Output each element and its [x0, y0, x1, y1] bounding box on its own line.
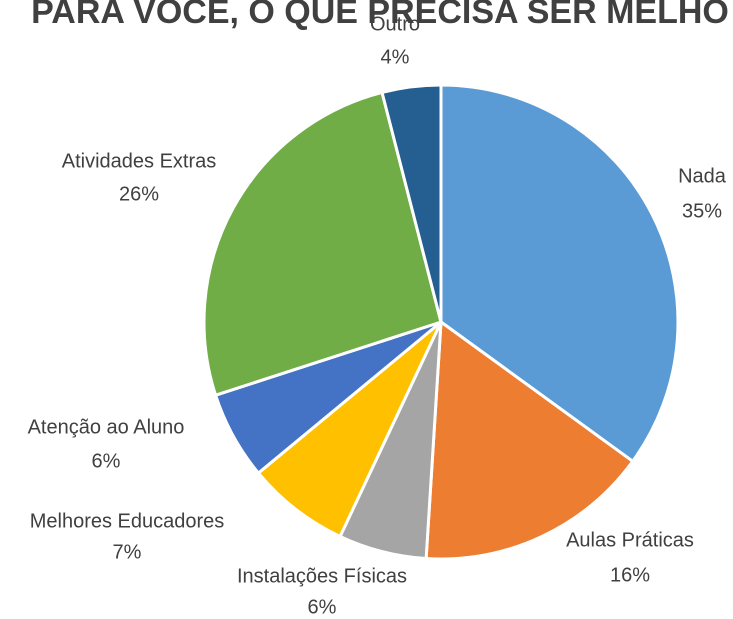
slice-label: Atenção ao Aluno	[28, 416, 185, 438]
slice-value-label: 4%	[381, 46, 410, 68]
slice-label: Instalações Físicas	[237, 565, 407, 587]
slice-value-label: 6%	[308, 596, 337, 618]
slice-label: Aulas Práticas	[566, 529, 694, 551]
slice-label: Atividades Extras	[62, 150, 217, 172]
slice-label: Nada	[678, 165, 727, 187]
chart-title: PARA VOCÊ, O QUE PRECISA SER MELHO	[31, 0, 729, 31]
pie-slice	[380, 83, 443, 323]
pie-slice	[256, 320, 443, 539]
slice-value-label: 26%	[119, 183, 159, 205]
slice-value-label: 16%	[610, 564, 650, 586]
pie-slice	[424, 319, 635, 561]
slice-label: Outro	[370, 13, 420, 35]
slice-value-label: 7%	[113, 541, 142, 563]
slice-value-label: 6%	[92, 450, 121, 472]
pie-slice	[439, 83, 680, 464]
pie-slice	[202, 90, 443, 398]
slice-label: Melhores Educadores	[30, 510, 225, 532]
slice-value-label: 35%	[682, 200, 722, 222]
